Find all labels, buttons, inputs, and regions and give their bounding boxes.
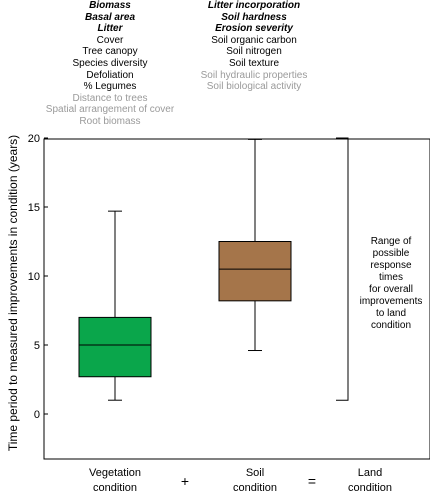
range-note-line: response xyxy=(370,260,412,271)
range-note-line: condition xyxy=(371,320,411,331)
vegetation-indicator: Tree canopy xyxy=(82,46,138,58)
soil-indicator: Soil texture xyxy=(228,57,280,69)
range-bracket xyxy=(336,137,349,401)
vegetation-indicator: Spatial arrangement of cover xyxy=(45,104,175,116)
plot-frame xyxy=(43,138,430,460)
land-condition-line1: Land xyxy=(358,467,382,479)
vegetation-indicator: Defoliation xyxy=(86,69,134,81)
plus-sign: + xyxy=(181,473,189,489)
soil-indicator: Soil nitrogen xyxy=(226,46,282,58)
land-condition-line2: condition xyxy=(348,482,392,494)
x-label-vegetation-line2: condition xyxy=(93,482,137,494)
soil-indicator: Soil organic carbon xyxy=(211,34,297,46)
vegetation-indicator-list: Biomass Basal area Litter Cover Tree canopy S… xyxy=(15,0,205,128)
y-tick-label: 5 xyxy=(34,340,40,352)
y-tick-label: 15 xyxy=(28,202,40,214)
soil-indicator: Soil hydraulic properties xyxy=(200,69,308,81)
x-label-soil-line1: Soil xyxy=(246,467,264,479)
box-iqr xyxy=(78,316,152,378)
range-note-line: possible xyxy=(373,248,410,259)
soil-indicator: Soil hardness xyxy=(221,11,287,23)
equals-sign: = xyxy=(308,473,316,489)
box-iqr xyxy=(218,241,292,302)
x-label-vegetation-line1: Vegetation xyxy=(89,467,141,479)
y-tick-label: 10 xyxy=(28,271,40,283)
vegetation-indicator: Root biomass xyxy=(79,115,141,127)
vegetation-indicator: Species diversity xyxy=(72,57,148,69)
x-label-soil-line2: condition xyxy=(233,482,277,494)
range-note-line: improvements xyxy=(360,296,423,307)
vegetation-indicator: Biomass xyxy=(89,0,131,11)
range-note-line: Range of xyxy=(371,236,412,247)
y-tick-label: 20 xyxy=(28,133,40,145)
soil-indicator-list: Litter incorporation Soil hardness Erosion… xyxy=(159,0,349,93)
soil-indicator: Litter incorporation xyxy=(207,0,301,11)
range-note-line: times xyxy=(379,272,403,283)
vegetation-indicator: Litter xyxy=(97,23,123,35)
vegetation-indicator: Cover xyxy=(96,34,124,46)
y-axis-label: Time period to measured improvements in … xyxy=(6,135,20,451)
range-note-line: for overall xyxy=(369,284,413,295)
y-tick-label: 0 xyxy=(34,409,40,421)
soil-indicator: Soil biological activity xyxy=(206,81,302,93)
soil-indicator: Erosion severity xyxy=(215,23,293,35)
vegetation-indicator: Basal area xyxy=(84,11,136,23)
range-note-line: to land xyxy=(376,308,406,319)
vegetation-indicator: % Legumes xyxy=(83,81,137,93)
vegetation-indicator: Distance to trees xyxy=(72,92,148,104)
